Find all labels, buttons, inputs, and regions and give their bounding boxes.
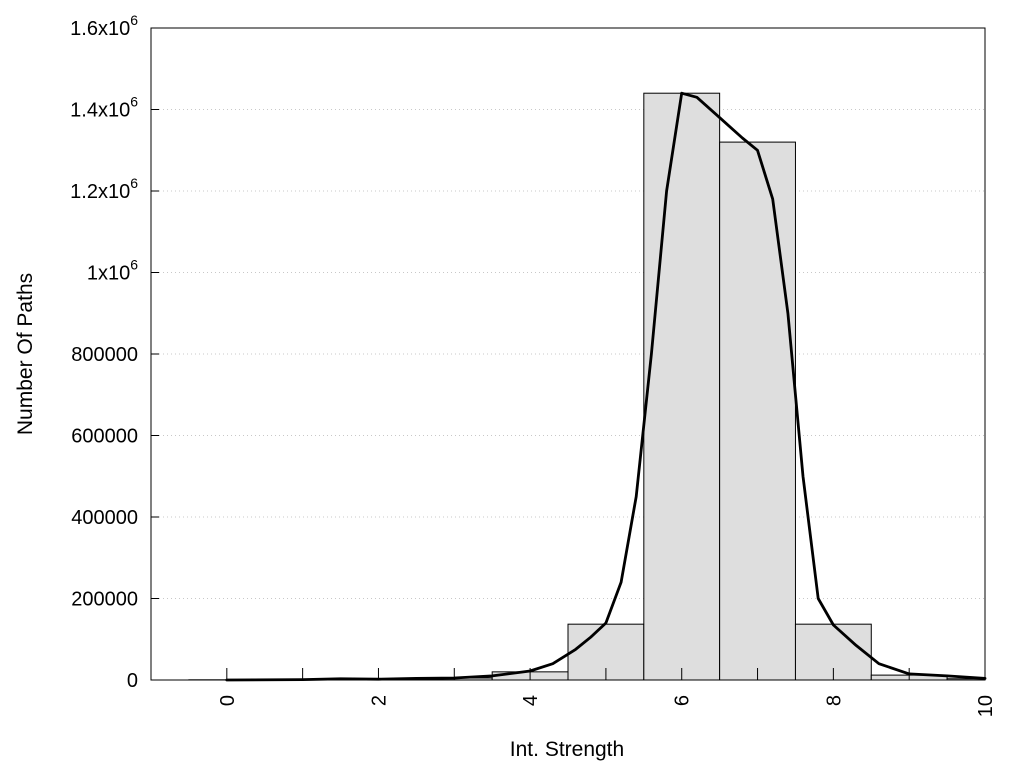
- y-tick-label-exponent: 6: [130, 257, 138, 273]
- y-tick-label-base: 200000: [71, 589, 138, 611]
- y-tick-label-base: 0: [127, 670, 138, 692]
- y-tick-label: 1.2x106: [70, 175, 138, 203]
- y-tick-label-base: 400000: [71, 507, 138, 529]
- y-tick-label-base: 1.2x10: [70, 181, 130, 203]
- y-axis-ticks: 02000004000006000008000001x1061.2x1061.4…: [70, 12, 159, 692]
- y-tick-label-base: 1x10: [87, 263, 130, 285]
- y-tick-label-base: 1.4x10: [70, 100, 130, 122]
- y-tick-label: 600000: [71, 426, 138, 448]
- y-tick-label-exponent: 6: [130, 175, 138, 191]
- histogram-bar: [719, 141, 796, 681]
- x-axis-title: Int. Strength: [510, 738, 624, 761]
- x-tick-label: 10: [975, 695, 997, 717]
- grid-lines: [151, 109, 985, 599]
- y-tick-label-exponent: 6: [130, 94, 138, 110]
- y-tick-label: 1.6x106: [70, 12, 138, 40]
- x-tick-label: 0: [217, 695, 239, 706]
- y-tick-label-base: 800000: [71, 344, 138, 366]
- fit-curve-line: [225, 91, 987, 682]
- y-tick-label: 400000: [71, 507, 138, 529]
- y-tick-label: 800000: [71, 344, 138, 366]
- y-tick-label-base: 1.6x10: [70, 18, 130, 40]
- x-tick-label: 6: [672, 695, 694, 706]
- fit-curve: [225, 91, 987, 682]
- y-tick-label: 200000: [71, 589, 138, 611]
- histogram-bars: [188, 92, 986, 681]
- y-tick-label-base: 600000: [71, 426, 138, 448]
- x-tick-label: 4: [520, 695, 542, 706]
- y-axis-title: Number Of Paths: [14, 273, 37, 435]
- histogram-bar: [643, 92, 721, 681]
- x-axis-ticks: 0 2 4 6 8 10: [217, 668, 997, 717]
- y-tick-label: 1.4x106: [70, 94, 138, 122]
- y-tick-label: 0: [127, 670, 138, 692]
- x-tick-label: 8: [823, 695, 845, 706]
- y-tick-label-exponent: 6: [130, 12, 138, 28]
- x-tick-label: 2: [368, 695, 390, 706]
- y-tick-label: 1x106: [87, 257, 138, 285]
